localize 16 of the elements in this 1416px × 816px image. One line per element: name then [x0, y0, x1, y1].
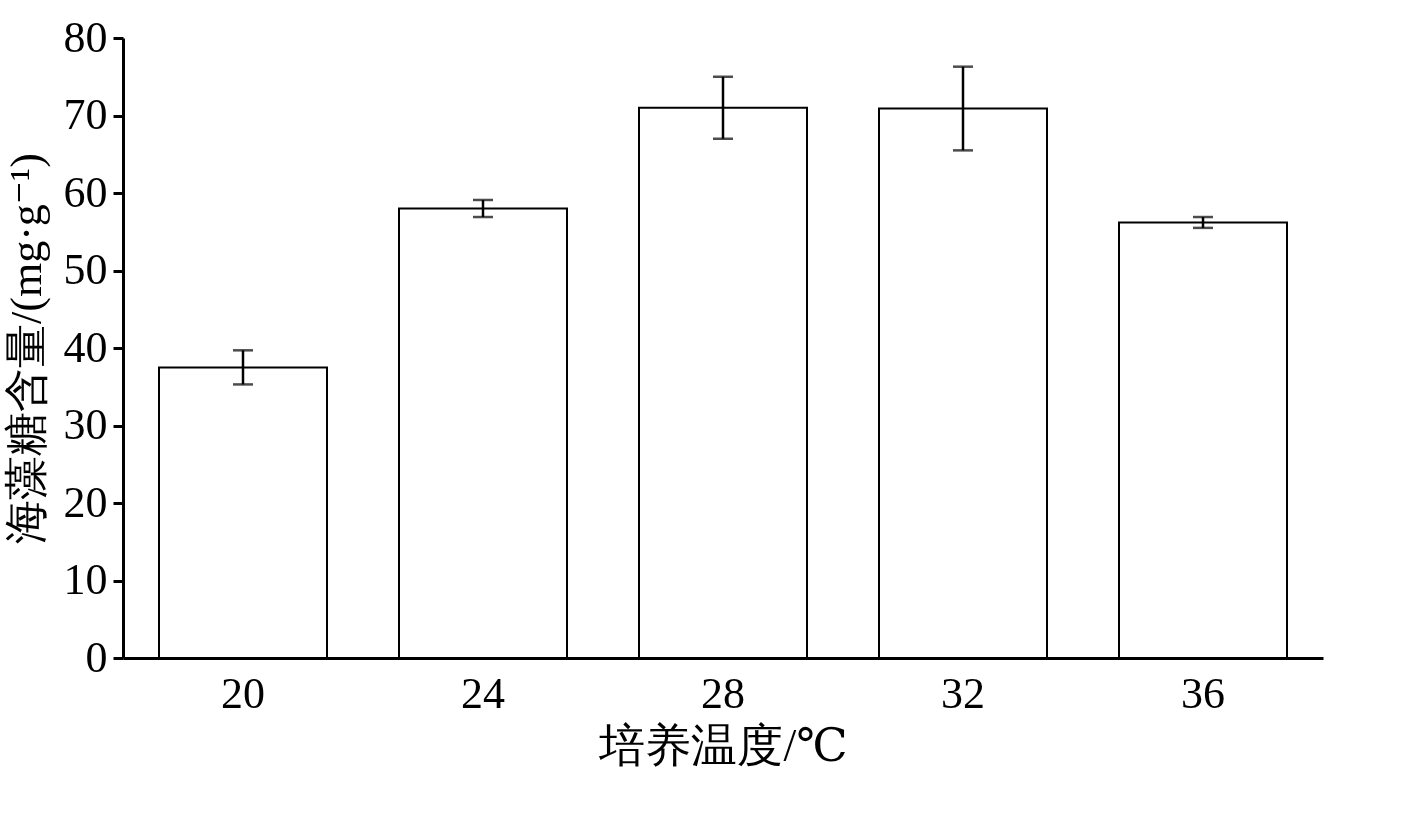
x-tick-label: 20 — [221, 668, 265, 718]
y-axis-title: 海藻糖含量/(mg·g⁻¹) — [1, 153, 51, 544]
y-tick-label: 70 — [63, 90, 108, 139]
y-tick-label: 80 — [63, 12, 108, 62]
y-tick-label: 30 — [63, 400, 108, 449]
x-tick-label: 24 — [461, 668, 505, 718]
x-tick-label: 32 — [941, 668, 985, 718]
x-tick-label: 28 — [701, 668, 745, 718]
y-tick-label: 0 — [85, 632, 108, 682]
y-tick-label: 60 — [63, 167, 108, 217]
y-tick-label: 20 — [63, 477, 108, 527]
x-tick-label: 36 — [1181, 668, 1225, 718]
x-axis-title: 培养温度/℃ — [598, 719, 848, 771]
y-tick-label: 50 — [63, 245, 108, 294]
y-tick-label: 10 — [63, 555, 108, 604]
y-tick-label: 40 — [63, 322, 108, 372]
